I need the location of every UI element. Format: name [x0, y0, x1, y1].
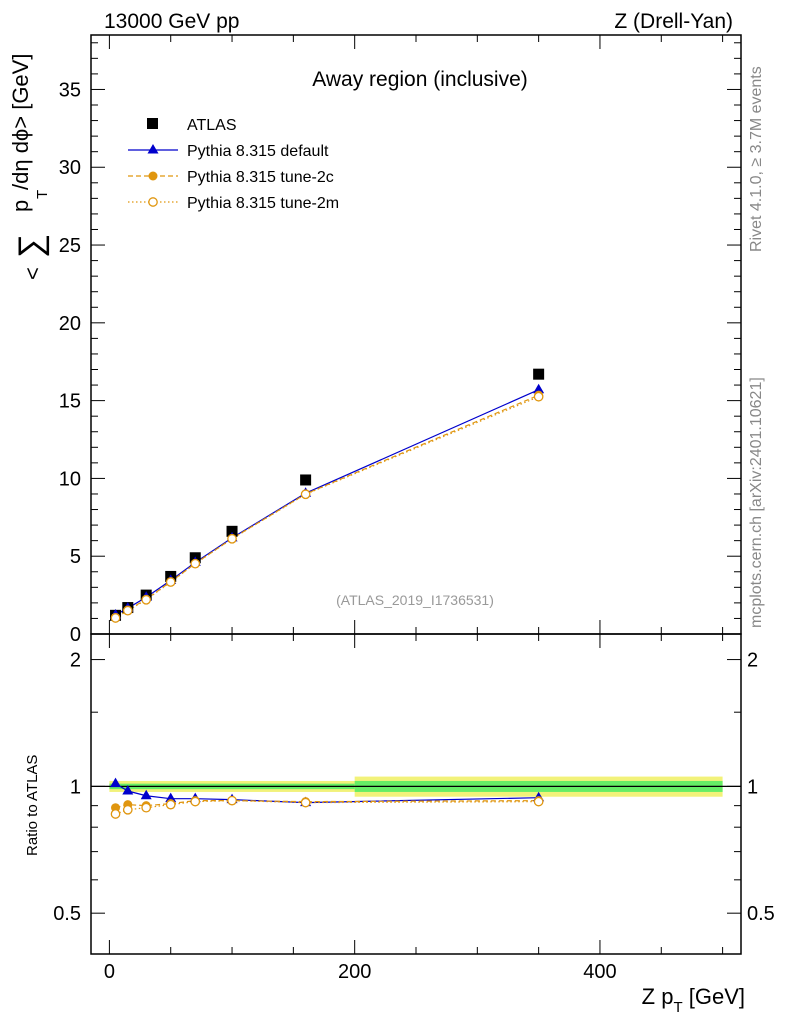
main-line-1 [115, 389, 539, 616]
analysis-label: (ATLAS_2019_I1736531) [336, 592, 494, 608]
legend-default-marker [147, 144, 159, 154]
main-y-axis-label-subscript: T [34, 190, 51, 199]
main-point-3-1 [122, 605, 133, 616]
main-y-axis-label: < ∑ p T /dη dϕ> [GeV] [8, 54, 51, 280]
main-point-1-7 [533, 383, 545, 394]
main-ytick-label: 5 [70, 546, 81, 568]
main-line-3 [115, 396, 539, 619]
main-y-axis-label-sum: ∑ [12, 234, 50, 258]
legend-tune2c-label: Pythia 8.315 tune-2c [187, 169, 334, 186]
ratio-ytick-label-right: 2 [747, 650, 758, 672]
legend-tune2c-marker [148, 171, 158, 181]
ratio-point-0-1 [122, 785, 134, 795]
main-point-3-0 [110, 613, 121, 623]
main-point-3-7 [533, 391, 544, 402]
ratio-point-2-1 [122, 804, 133, 815]
ratio-point-0-0 [110, 777, 122, 788]
main-plot-panel: 0 5 10 15 20 25 30 35 Away region (inclusive) (… [8, 34, 742, 646]
main-ytick-label: 20 [59, 313, 81, 335]
ratio-plot-panel: 0.5 0.5 1 1 2 2 0 200 400 Ratio to ATLAS Z pT [… [24, 633, 775, 1016]
main-y-axis-label-open: < [20, 267, 45, 280]
ratio-y-axis-label: Ratio to ATLAS [24, 755, 41, 856]
ratio-line-1 [115, 800, 539, 809]
xtick-label: 200 [338, 961, 371, 983]
ratio-point-2-7 [533, 796, 544, 807]
main-point-3-3 [165, 577, 176, 587]
mcplots-label: mcplots.cern.ch [arXiv:2401.10621] [748, 377, 765, 628]
rivet-label: Rivet 4.1.0, ≥ 3.7M events [748, 66, 765, 252]
ratio-point-2-2 [141, 802, 152, 813]
legend: ATLAS Pythia 8.315 default Pythia 8.315 … [128, 117, 339, 212]
main-plot-title: Away region (inclusive) [312, 68, 528, 91]
main-point-0-6 [300, 474, 312, 486]
main-ytick-label: 30 [59, 157, 81, 179]
main-point-0-5 [226, 525, 238, 537]
main-point-3-2 [141, 594, 152, 605]
main-ytick-label: 0 [70, 624, 81, 646]
main-ytick-label: 10 [59, 468, 81, 490]
legend-default-label: Pythia 8.315 default [187, 143, 329, 160]
ratio-point-2-0 [110, 809, 121, 819]
ratio-ytick-label-left: 2 [70, 650, 81, 672]
ratio-ytick-label-right: 0.5 [747, 903, 775, 925]
main-y-axis-label-rest: /dη dϕ> [GeV] [8, 54, 33, 190]
ratio-ytick-label-left: 0.5 [53, 903, 81, 925]
ratio-point-0-3 [165, 792, 177, 803]
main-y-axis-label-p: p [8, 200, 33, 212]
main-ytick-label: 25 [59, 235, 81, 257]
main-ytick-label: 15 [59, 391, 81, 413]
ratio-point-2-6 [300, 797, 311, 808]
xtick-label: 0 [104, 961, 115, 983]
header-process: Z (Drell-Yan) [614, 10, 733, 33]
main-line-2 [115, 394, 539, 618]
main-ytick-label: 35 [59, 79, 81, 101]
ratio-ytick-label-left: 1 [70, 776, 81, 798]
main-point-3-6 [300, 489, 311, 500]
legend-atlas-label: ATLAS [187, 117, 237, 134]
legend-atlas-marker [147, 118, 158, 129]
main-point-3-5 [227, 533, 237, 544]
ratio-point-2-4 [190, 796, 201, 807]
legend-tune2m-marker [148, 197, 158, 207]
main-point-0-7 [533, 368, 545, 380]
main-point-3-4 [190, 558, 201, 569]
xtick-label: 400 [583, 961, 616, 983]
ratio-point-0-2 [140, 789, 152, 800]
ratio-point-2-3 [165, 799, 176, 810]
ratio-point-2-5 [227, 795, 237, 806]
x-axis-label: Z pT [GeV] [642, 984, 745, 1016]
legend-tune2m-label: Pythia 8.315 tune-2m [187, 195, 339, 212]
header-collision: 13000 GeV pp [104, 10, 239, 33]
ratio-ytick-label-right: 1 [747, 776, 758, 798]
